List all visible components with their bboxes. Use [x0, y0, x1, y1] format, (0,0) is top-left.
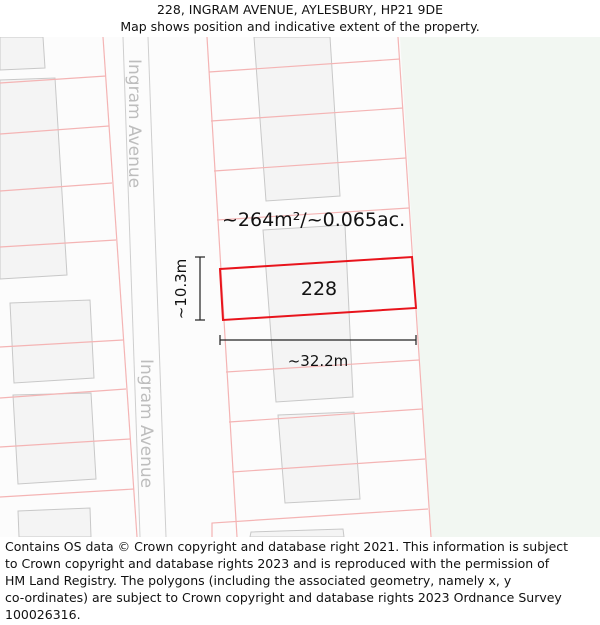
map-view[interactable]: Ingram Avenue Ingram Avenue ~264m²/~0.06… [0, 37, 600, 537]
copyright-line: to Crown copyright and database rights 2… [5, 556, 550, 571]
height-dimension-label: ~10.3m [172, 259, 190, 320]
green-space [400, 37, 600, 537]
buildings-left [0, 37, 97, 537]
copyright-line: Contains OS data © Crown copyright and d… [5, 539, 569, 554]
width-dimension-marker [219, 335, 417, 345]
copyright-line: HM Land Registry. The polygons (includin… [5, 573, 512, 588]
map-subtitle: Map shows position and indicative extent… [120, 19, 480, 34]
road-edges [122, 37, 167, 537]
property-number-label: 228 [301, 278, 337, 300]
property-boundary-228[interactable] [218, 255, 418, 322]
road-label-ingram-avenue-north: Ingram Avenue [124, 59, 144, 188]
property-address-title: 228, INGRAM AVENUE, AYLESBURY, HP21 9DE [156, 2, 444, 17]
width-dimension-label: ~32.2m [288, 352, 349, 370]
height-dimension-marker [195, 256, 205, 321]
road-label-ingram-avenue-south: Ingram Avenue [136, 359, 156, 488]
buildings-right [249, 37, 361, 537]
copyright-notice: Contains OS data © Crown copyright and d… [5, 538, 597, 623]
map-header: 228, INGRAM AVENUE, AYLESBURY, HP21 9DE … [0, 0, 600, 38]
area-label: ~264m²/~0.065ac. [222, 209, 405, 231]
copyright-line: 100026316. [5, 607, 81, 622]
parcel-boundaries [0, 37, 432, 537]
copyright-line: co-ordinates) are subject to Crown copyr… [5, 590, 562, 605]
